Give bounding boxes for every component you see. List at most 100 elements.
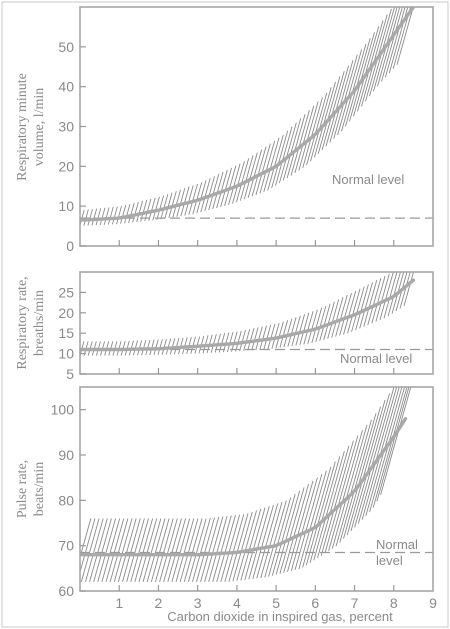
band-hatch-line [180, 186, 190, 217]
band-hatch-line [187, 518, 207, 583]
band-hatch-line [235, 330, 242, 352]
band-hatch-line [329, 60, 354, 143]
band-hatch-line [324, 435, 359, 554]
band-hatch-line [331, 424, 368, 549]
band-hatch-line [396, 7, 414, 65]
minute-volume-panel: 0 10 20 30 40 50 Normal level Respiratory minut… [15, 6, 434, 254]
y-axis-label: Pulse rate, beats/min [15, 460, 47, 518]
band-hatch-line [227, 331, 234, 353]
y-axis-label: Respiratory rate, breaths/min [15, 276, 47, 369]
band-hatch-line [321, 70, 345, 151]
band-hatch-line [80, 518, 100, 583]
band-hatch-line [122, 518, 141, 583]
band-hatch-line [323, 301, 335, 340]
band-hatch-line [320, 440, 354, 556]
y-tick-label: 25 [58, 284, 74, 300]
band-hatch-line [335, 295, 348, 337]
band-hatch-line [354, 387, 395, 528]
band-hatch-line [148, 197, 156, 221]
y-tick-label: 40 [58, 79, 74, 95]
band-hatch-line [317, 445, 350, 559]
band-hatch-line [347, 288, 361, 334]
band-hatch-line [294, 105, 315, 174]
band-hatch-line [264, 500, 287, 578]
band-hatch-line [255, 326, 263, 351]
band-hatch-line [379, 272, 394, 320]
band-hatch-line [333, 54, 358, 139]
band-hatch-line [361, 387, 400, 520]
band-hatch-line [212, 515, 232, 583]
mean-curve [80, 7, 416, 222]
band-hatch-line [367, 277, 382, 326]
band-hatch-line [305, 461, 336, 566]
band-hatch-line [172, 189, 181, 218]
band-hatch-line [239, 155, 254, 201]
band-hatch-line [311, 307, 323, 344]
band-hatch-line [376, 387, 410, 502]
band-hatch-line [371, 275, 386, 324]
band-hatch-line [313, 451, 345, 561]
band-hatch-line [216, 169, 228, 209]
band-hatch-line [239, 329, 246, 352]
band-hatch-line [103, 207, 110, 225]
band-hatch-line [343, 406, 381, 539]
band-hatch-line [93, 518, 112, 583]
band-hatch-line [309, 456, 341, 563]
band-hatch-line [164, 192, 173, 219]
plot-frame [79, 6, 434, 247]
band-hatch-line [387, 272, 401, 317]
band-hatch-line [208, 173, 220, 211]
band-hatch-line [317, 76, 341, 154]
band-hatch-line [243, 328, 251, 351]
band-hatch-line [179, 518, 199, 583]
band-hatch-line [216, 515, 236, 583]
band-hatch-line [275, 126, 293, 186]
y-tick-label: 0 [66, 238, 74, 254]
band-hatch-line [152, 196, 160, 221]
band-hatch-line [113, 518, 133, 583]
band-hatch-line [325, 65, 350, 147]
band-hatch-line [299, 312, 310, 346]
band-hatch-line [183, 518, 203, 583]
band-hatch-line [126, 518, 145, 583]
band-hatch-line [279, 487, 305, 574]
band-hatch-line [315, 305, 327, 343]
band-hatch-line [399, 272, 411, 309]
band-hatch-line [275, 321, 284, 349]
band-hatch-line [319, 303, 331, 342]
band-hatch-line [196, 517, 215, 583]
y-axis-label: Respiratory minute volume, l/min [15, 73, 47, 181]
band-hatch-line [256, 503, 279, 579]
band-hatch-line [196, 180, 207, 214]
variability-band [80, 272, 415, 356]
band-hatch-line [200, 178, 211, 213]
band-hatch-line [275, 490, 301, 575]
band-hatch-line [271, 494, 296, 576]
band-hatch-line [107, 206, 114, 225]
band-hatch-line [228, 513, 249, 582]
variability-band [80, 7, 414, 227]
y-tick-label: 10 [58, 198, 74, 214]
band-hatch-line [363, 280, 378, 327]
mean-curve [80, 278, 416, 352]
band-hatch-line [224, 514, 245, 583]
band-hatch-line [263, 324, 272, 350]
y-tick-label: 5 [66, 366, 74, 382]
band-hatch-line [228, 163, 241, 205]
y-tick-label: 30 [58, 119, 74, 135]
y-tick-label: 100 [51, 402, 75, 418]
band-hatch-line [99, 207, 106, 226]
band-hatch-line [134, 518, 154, 583]
band-hatch-line [267, 323, 276, 350]
band-hatch-line [138, 518, 158, 583]
band-hatch-line [290, 109, 310, 176]
y-tick-label: 20 [58, 158, 74, 174]
band-hatch-line [160, 193, 169, 220]
mean-curve [80, 417, 408, 557]
band-hatch-line [283, 318, 293, 348]
band-hatch-line [268, 497, 292, 577]
y-tick-label: 80 [58, 492, 74, 508]
band-hatch-line [247, 328, 255, 351]
y-tick-label: 60 [58, 583, 74, 599]
